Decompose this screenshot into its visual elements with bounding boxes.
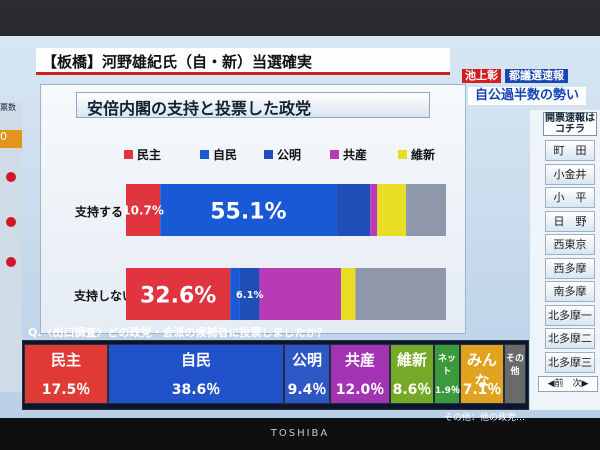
left-results-strip: 票数 0	[0, 102, 22, 392]
result-party: ネット	[437, 354, 456, 377]
legend-label: 自民	[213, 148, 238, 162]
district-item[interactable]: 小 平	[545, 187, 595, 208]
district-item[interactable]: 西多摩	[545, 257, 595, 279]
result-party: その他	[505, 354, 524, 377]
legend-swatch	[124, 150, 133, 159]
district-nav[interactable]: ◀前 次▶	[538, 376, 598, 392]
tv-frame-bottom	[0, 418, 600, 450]
result-cell: 維新 8.6％	[390, 344, 434, 404]
result-cell: その他	[504, 344, 526, 404]
headline-text: 【板橋】河野雄紀氏（自・新）当選確実	[42, 53, 313, 71]
chart-title-strip: 安倍内閣の支持と投票した政党	[76, 92, 430, 118]
chart-title: 安倍内閣の支持と投票した政党	[87, 99, 312, 118]
marker-icon	[6, 217, 16, 227]
result-value: 8.6％	[392, 382, 432, 398]
exit-poll-question: Q.〈出口調査〉どの政党・会派の候補者に投票しましたか？	[28, 326, 328, 339]
district-item[interactable]: 小金井	[545, 163, 595, 185]
legend-label: 共産	[343, 148, 368, 162]
district-item[interactable]: 北多摩二	[545, 328, 595, 349]
result-party: 民主	[50, 351, 81, 369]
result-value: 7.1％	[462, 382, 502, 398]
results-note: その他：他の政党…	[444, 413, 526, 423]
result-party: 共産	[344, 351, 375, 369]
result-cell: 自民 38.6％	[108, 344, 284, 404]
result-cell: 民主 17.5％	[24, 344, 108, 404]
result-cell: みんな 7.1％	[460, 344, 504, 404]
district-item[interactable]: 日 野	[545, 210, 595, 232]
left-strip-badge: 0	[0, 130, 22, 148]
result-party: みんな	[466, 351, 497, 390]
district-item[interactable]: 北多摩三	[545, 351, 595, 373]
district-item[interactable]: 町 田	[545, 140, 595, 161]
corner-tag-headline: 自公過半数の勢い	[468, 87, 586, 105]
legend-label: 公明	[277, 148, 302, 162]
row-label-support: 支持する	[75, 205, 124, 219]
legend-swatch	[398, 150, 407, 159]
result-value: 17.5％	[41, 382, 91, 398]
legend-swatch	[200, 150, 209, 159]
marker-icon	[6, 172, 16, 182]
result-value: 9.4％	[287, 382, 327, 398]
results-link-button[interactable]: 開票速報はコチラ	[543, 112, 597, 136]
result-party: 維新	[396, 351, 427, 369]
legend-label: 維新	[411, 148, 436, 162]
legend-swatch	[330, 150, 339, 159]
row-label-nonsupport: 支持しない	[74, 289, 135, 303]
marker-icon	[6, 257, 16, 267]
result-cell: 公明 9.4％	[284, 344, 330, 404]
result-value: 38.6％	[171, 382, 221, 398]
corner-tag-program: 都議選速報	[505, 69, 568, 83]
result-cell: ネット 1.9％	[434, 344, 460, 404]
result-value: 12.0％	[335, 382, 385, 398]
legend-label: 民主	[137, 148, 162, 162]
district-item[interactable]: 西東京	[545, 234, 595, 255]
result-party: 公明	[291, 351, 322, 369]
result-cell: 共産 12.0％	[330, 344, 390, 404]
headline-bar: 【板橋】河野雄紀氏（自・新）当選確実	[36, 48, 450, 75]
legend-swatch	[264, 150, 273, 159]
left-strip-title: 票数	[0, 103, 16, 112]
result-party: 自民	[180, 351, 211, 369]
corner-tag-name: 池上彰	[462, 69, 501, 83]
tv-brand: TOSHIBA	[270, 428, 330, 439]
district-item[interactable]: 北多摩一	[545, 304, 595, 326]
result-value: 1.9％	[435, 386, 460, 396]
district-item[interactable]: 南多摩	[545, 281, 595, 302]
